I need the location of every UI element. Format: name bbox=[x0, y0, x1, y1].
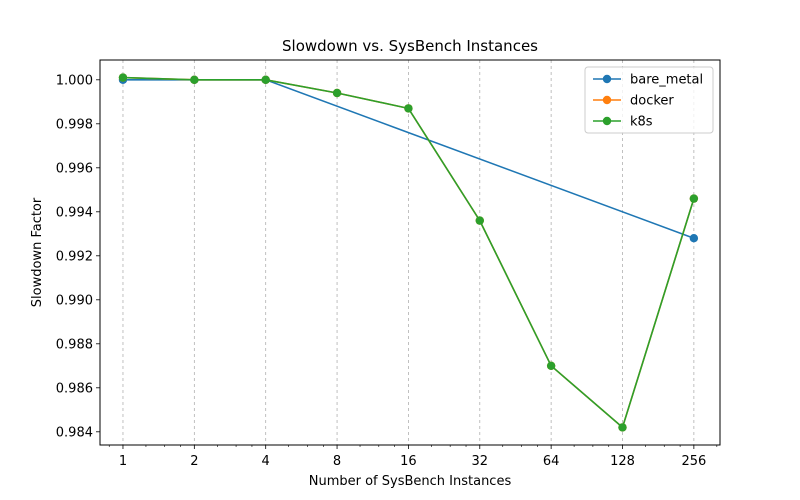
y-tick-label: 0.992 bbox=[56, 249, 93, 264]
x-tick-label: 4 bbox=[262, 454, 270, 469]
y-tick-label: 0.996 bbox=[56, 161, 93, 176]
y-tick-label: 1.000 bbox=[56, 73, 93, 88]
data-point-bare_metal bbox=[689, 234, 699, 243]
data-point-k8s bbox=[332, 88, 342, 98]
data-point-k8s bbox=[546, 361, 556, 370]
data-point-k8s bbox=[190, 75, 199, 85]
legend-label: k8s bbox=[630, 115, 653, 130]
ticks-layer: 1 2 4 8 16 32 64 128 256 0.984 0.986 0.988 0.990 0.99… bbox=[56, 73, 718, 469]
series-layer bbox=[118, 73, 699, 432]
y-tick-label: 0.998 bbox=[56, 117, 93, 132]
x-tick-label: 256 bbox=[681, 454, 706, 469]
legend-box bbox=[584, 66, 714, 134]
x-tick-label: 64 bbox=[543, 454, 560, 469]
data-point-k8s bbox=[118, 73, 128, 82]
legend-swatch-marker bbox=[602, 95, 612, 105]
x-tick-label: 8 bbox=[333, 454, 341, 469]
x-tick-label: 32 bbox=[472, 454, 489, 469]
plot-frame bbox=[99, 59, 721, 446]
legend-label: bare_metal bbox=[630, 73, 703, 88]
x-tick-label: 16 bbox=[400, 454, 417, 469]
y-axis-label: Slowdown Factor bbox=[30, 197, 45, 307]
x-tick-label: 128 bbox=[610, 454, 635, 469]
legend-label: docker bbox=[630, 94, 674, 109]
y-tick-label: 0.994 bbox=[56, 205, 93, 220]
data-point-k8s bbox=[261, 75, 270, 85]
y-tick-label: 0.984 bbox=[56, 425, 93, 440]
legend-swatch-marker bbox=[602, 116, 612, 126]
x-tick-label: 2 bbox=[190, 454, 198, 469]
y-tick-label: 0.986 bbox=[56, 381, 93, 396]
y-tick-label: 0.990 bbox=[56, 293, 93, 308]
data-point-k8s bbox=[689, 194, 699, 203]
grid-layer bbox=[122, 60, 695, 445]
data-point-k8s bbox=[618, 423, 627, 432]
y-tick-label: 0.988 bbox=[56, 337, 93, 352]
x-axis-label: Number of SysBench Instances bbox=[309, 474, 512, 489]
x-tick-label: 1 bbox=[119, 454, 127, 469]
data-point-k8s bbox=[404, 104, 413, 113]
legend-swatch-marker bbox=[602, 74, 612, 84]
data-point-k8s bbox=[475, 216, 484, 225]
chart-title: Slowdown vs. SysBench Instances bbox=[282, 37, 538, 55]
